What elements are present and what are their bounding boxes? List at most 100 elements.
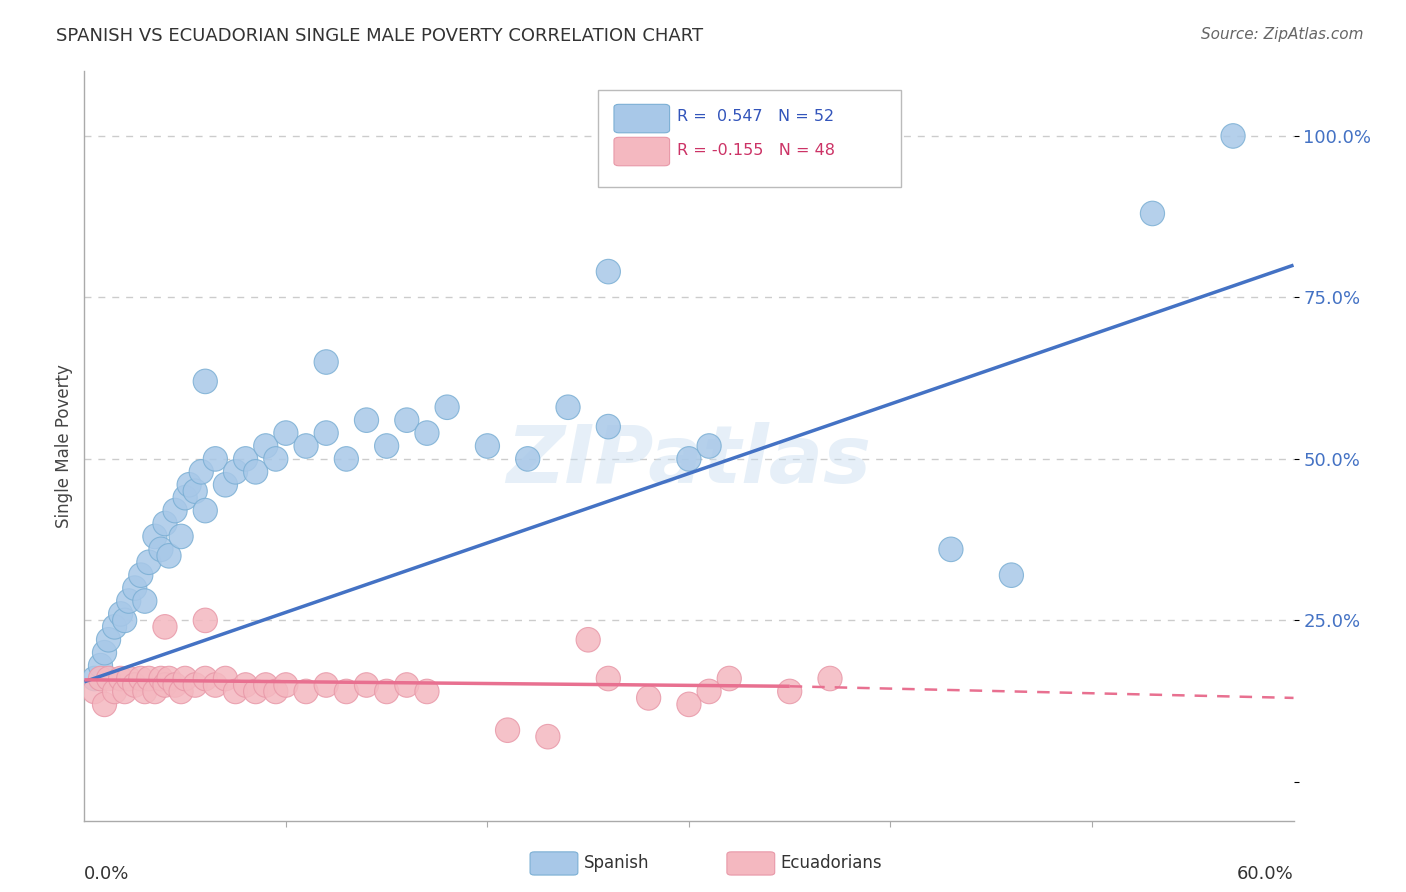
Ellipse shape: [122, 576, 146, 600]
Ellipse shape: [132, 679, 157, 704]
Ellipse shape: [157, 543, 181, 568]
Ellipse shape: [233, 447, 257, 471]
Ellipse shape: [335, 447, 359, 471]
Ellipse shape: [97, 627, 121, 652]
Ellipse shape: [294, 434, 318, 458]
Ellipse shape: [89, 653, 112, 678]
Ellipse shape: [395, 408, 419, 433]
Ellipse shape: [173, 485, 197, 510]
Ellipse shape: [274, 421, 298, 445]
Ellipse shape: [1000, 563, 1024, 588]
Ellipse shape: [354, 408, 378, 433]
Ellipse shape: [415, 421, 439, 445]
Ellipse shape: [264, 679, 288, 704]
Ellipse shape: [596, 666, 620, 690]
Ellipse shape: [108, 602, 132, 626]
Ellipse shape: [112, 608, 136, 632]
Ellipse shape: [475, 434, 499, 458]
Ellipse shape: [143, 524, 167, 549]
Ellipse shape: [555, 395, 581, 419]
Ellipse shape: [93, 640, 117, 665]
Ellipse shape: [103, 615, 127, 640]
Ellipse shape: [136, 550, 160, 574]
Ellipse shape: [335, 679, 359, 704]
Ellipse shape: [177, 473, 201, 497]
FancyBboxPatch shape: [599, 90, 901, 187]
Text: ZIPatlas: ZIPatlas: [506, 422, 872, 500]
Text: Source: ZipAtlas.com: Source: ZipAtlas.com: [1201, 27, 1364, 42]
Ellipse shape: [676, 692, 702, 716]
Ellipse shape: [1220, 124, 1246, 148]
Ellipse shape: [169, 524, 193, 549]
Ellipse shape: [697, 434, 721, 458]
Ellipse shape: [516, 447, 540, 471]
Ellipse shape: [132, 589, 157, 614]
Ellipse shape: [415, 679, 439, 704]
Ellipse shape: [129, 666, 153, 690]
Ellipse shape: [153, 615, 177, 640]
Text: 60.0%: 60.0%: [1237, 864, 1294, 882]
Ellipse shape: [108, 666, 132, 690]
Ellipse shape: [149, 666, 173, 690]
Ellipse shape: [264, 447, 288, 471]
Ellipse shape: [183, 673, 207, 698]
Ellipse shape: [294, 679, 318, 704]
Ellipse shape: [274, 673, 298, 698]
Ellipse shape: [163, 499, 187, 523]
Ellipse shape: [169, 679, 193, 704]
Ellipse shape: [190, 459, 214, 484]
Ellipse shape: [204, 673, 228, 698]
Ellipse shape: [214, 666, 238, 690]
Ellipse shape: [153, 511, 177, 536]
Text: 0.0%: 0.0%: [84, 864, 129, 882]
Ellipse shape: [143, 679, 167, 704]
FancyBboxPatch shape: [614, 137, 669, 166]
Ellipse shape: [117, 589, 141, 614]
Ellipse shape: [224, 679, 247, 704]
Ellipse shape: [495, 718, 520, 742]
Ellipse shape: [314, 421, 339, 445]
Ellipse shape: [93, 692, 117, 716]
Ellipse shape: [374, 679, 399, 704]
Ellipse shape: [193, 369, 218, 393]
Ellipse shape: [253, 434, 278, 458]
Ellipse shape: [717, 666, 741, 690]
Ellipse shape: [939, 537, 963, 562]
Ellipse shape: [637, 686, 661, 710]
Ellipse shape: [204, 447, 228, 471]
Ellipse shape: [193, 608, 218, 632]
Ellipse shape: [243, 459, 267, 484]
Text: Ecuadorians: Ecuadorians: [780, 855, 882, 872]
Text: Spanish: Spanish: [583, 855, 650, 872]
Ellipse shape: [596, 415, 620, 439]
Ellipse shape: [83, 679, 107, 704]
Ellipse shape: [214, 473, 238, 497]
Ellipse shape: [136, 666, 160, 690]
Ellipse shape: [434, 395, 460, 419]
Ellipse shape: [97, 666, 121, 690]
Ellipse shape: [778, 679, 801, 704]
Ellipse shape: [193, 666, 218, 690]
Ellipse shape: [536, 724, 560, 749]
Ellipse shape: [314, 350, 339, 375]
Ellipse shape: [224, 459, 247, 484]
Text: R = -0.155   N = 48: R = -0.155 N = 48: [676, 143, 835, 158]
Ellipse shape: [697, 679, 721, 704]
Ellipse shape: [374, 434, 399, 458]
Ellipse shape: [173, 666, 197, 690]
Ellipse shape: [122, 673, 146, 698]
Ellipse shape: [676, 447, 702, 471]
Ellipse shape: [117, 666, 141, 690]
Text: SPANISH VS ECUADORIAN SINGLE MALE POVERTY CORRELATION CHART: SPANISH VS ECUADORIAN SINGLE MALE POVERT…: [56, 27, 703, 45]
Ellipse shape: [233, 673, 257, 698]
Ellipse shape: [89, 666, 112, 690]
Ellipse shape: [314, 673, 339, 698]
Ellipse shape: [153, 673, 177, 698]
Ellipse shape: [243, 679, 267, 704]
FancyBboxPatch shape: [614, 104, 669, 133]
Ellipse shape: [83, 666, 107, 690]
Ellipse shape: [193, 499, 218, 523]
Y-axis label: Single Male Poverty: Single Male Poverty: [55, 364, 73, 528]
Ellipse shape: [395, 673, 419, 698]
Ellipse shape: [576, 627, 600, 652]
